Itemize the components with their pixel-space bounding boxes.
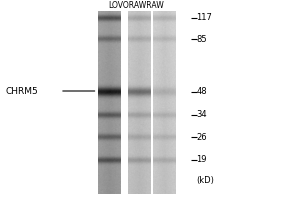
- Text: 85: 85: [196, 34, 207, 44]
- Text: LOVORAWRAW: LOVORAWRAW: [109, 0, 164, 9]
- Text: 34: 34: [196, 110, 207, 119]
- Text: 48: 48: [196, 88, 207, 97]
- Text: (kD): (kD): [196, 176, 214, 184]
- Text: 26: 26: [196, 132, 207, 142]
- Text: 19: 19: [196, 156, 207, 164]
- Text: CHRM5: CHRM5: [6, 86, 39, 96]
- Text: 117: 117: [196, 14, 212, 22]
